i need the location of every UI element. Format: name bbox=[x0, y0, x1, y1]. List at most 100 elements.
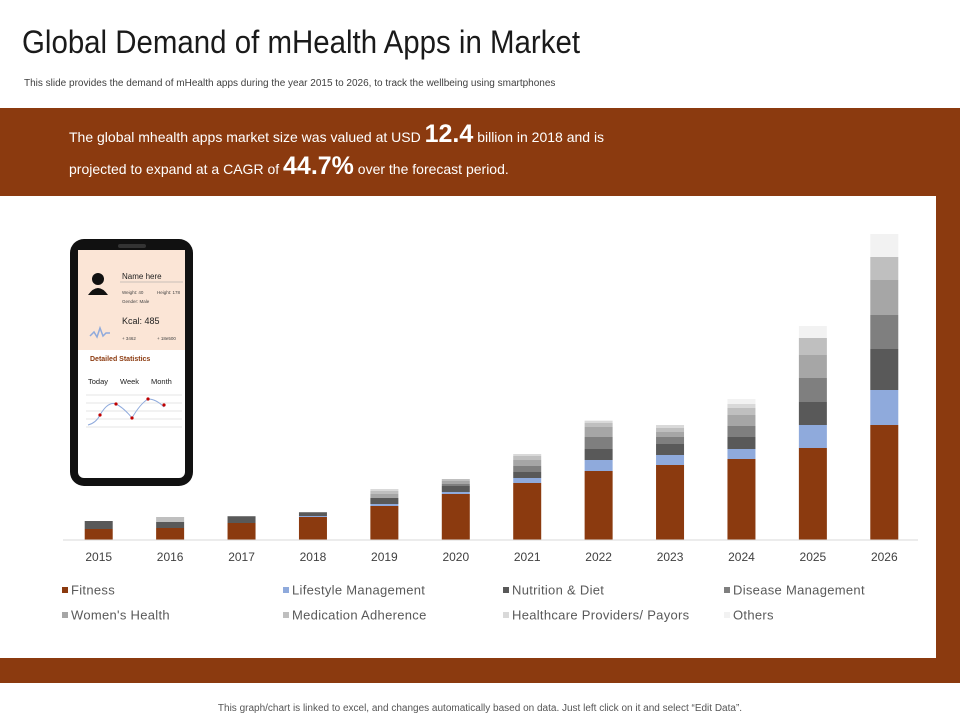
bar-segment bbox=[656, 437, 685, 444]
x-tick-label: 2021 bbox=[514, 550, 541, 564]
footer: This graph/chart is linked to excel, and… bbox=[217, 703, 743, 714]
big-number: 12.4 bbox=[424, 120, 474, 148]
bar-segment bbox=[727, 437, 756, 449]
bar-segment bbox=[584, 423, 613, 427]
legend-label: Women's Health bbox=[71, 608, 170, 623]
text: projected to expand at a CAGR of bbox=[69, 161, 280, 177]
bar-segment bbox=[84, 529, 113, 540]
highlight-line: The global mhealth apps market size was … bbox=[69, 120, 604, 149]
legend-swatch bbox=[724, 612, 730, 618]
x-tick-label: 2023 bbox=[657, 550, 684, 564]
bar-segment bbox=[584, 460, 613, 471]
bar-segment bbox=[584, 471, 613, 540]
phone-text: Height: 178 bbox=[157, 290, 181, 295]
bar-segment bbox=[870, 280, 899, 315]
phone-text: Kcal: 485 bbox=[122, 316, 160, 326]
bar-segment bbox=[727, 449, 756, 459]
phone-text: Detailed Statistics bbox=[90, 356, 150, 363]
x-tick-label: 2019 bbox=[371, 550, 398, 564]
highlight-line: projected to expand at a CAGR of 44.7% o… bbox=[69, 152, 509, 181]
chart: Name here Weight: 40 Height: 178 Gender:… bbox=[62, 234, 918, 623]
bar-segment bbox=[656, 432, 685, 437]
bar-segment bbox=[798, 448, 827, 540]
bar-segment bbox=[513, 466, 542, 472]
bar-segment bbox=[370, 491, 399, 494]
bar-segment bbox=[156, 528, 185, 540]
mini-grid bbox=[86, 394, 182, 428]
x-tick-label: 2024 bbox=[728, 550, 755, 564]
phone-text: Gender: Male bbox=[122, 299, 150, 304]
bar-segment bbox=[798, 355, 827, 378]
bar-segment bbox=[370, 498, 399, 504]
x-tick-label: 2022 bbox=[585, 550, 612, 564]
bar-segment bbox=[513, 460, 542, 466]
avatar bbox=[92, 273, 104, 285]
bar-segment bbox=[656, 428, 685, 432]
phone-text: Month bbox=[151, 377, 172, 386]
legend-swatch bbox=[283, 587, 289, 593]
legend-swatch bbox=[62, 587, 68, 593]
bar-segment bbox=[870, 234, 899, 257]
bar-segment bbox=[870, 315, 899, 349]
x-tick-label: 2020 bbox=[442, 550, 469, 564]
heart-icon bbox=[89, 325, 110, 339]
phone-text: + 18e500 bbox=[157, 336, 176, 341]
bar-segment bbox=[227, 517, 256, 523]
bar-segment bbox=[584, 449, 613, 460]
legend-label: Others bbox=[733, 608, 774, 623]
big-number: 44.7% bbox=[283, 152, 354, 180]
bar-segment bbox=[727, 415, 756, 426]
profile-bg bbox=[78, 250, 185, 350]
bar-segment bbox=[798, 402, 827, 425]
phone: Name here Weight: 40 Height: 178 Gender:… bbox=[70, 239, 193, 486]
bar-segment bbox=[584, 420, 613, 421]
bar-segment bbox=[156, 517, 185, 522]
phone-text: Weight: 40 bbox=[122, 290, 144, 295]
legend-swatch bbox=[283, 612, 289, 618]
mini-dots bbox=[98, 397, 166, 420]
bar-segment bbox=[441, 481, 470, 484]
bar-segment bbox=[584, 437, 613, 449]
bar-segment bbox=[298, 517, 327, 540]
x-tick-label: 2018 bbox=[300, 550, 327, 564]
bar-segment bbox=[656, 465, 685, 540]
bar-segment bbox=[798, 326, 827, 338]
bar-segment bbox=[513, 478, 542, 483]
legend-label: Nutrition & Diet bbox=[512, 583, 604, 598]
bar-segment bbox=[584, 427, 613, 437]
bar-segment bbox=[727, 459, 756, 540]
x-tick-label: 2016 bbox=[157, 550, 184, 564]
bar-segment bbox=[441, 479, 470, 481]
bar-segment bbox=[441, 492, 470, 494]
bar-segment bbox=[156, 522, 185, 528]
bar-segment bbox=[84, 521, 113, 529]
legend-swatch bbox=[724, 587, 730, 593]
x-tick-label: 2017 bbox=[228, 550, 255, 564]
title: Global Demand of mHealth Apps in Market bbox=[22, 24, 580, 60]
legend-label: Healthcare Providers/ Payors bbox=[512, 608, 690, 623]
bar-segment bbox=[727, 404, 756, 408]
bar-segment bbox=[513, 472, 542, 478]
bar-segment bbox=[441, 484, 470, 486]
subtitle: This slide provides the demand of mHealt… bbox=[24, 78, 556, 89]
bar-segment bbox=[656, 444, 685, 455]
bar-segment bbox=[727, 426, 756, 437]
bar-segment bbox=[298, 513, 327, 516]
bar-segment bbox=[298, 516, 327, 517]
bar-segment bbox=[870, 257, 899, 280]
legend-swatch bbox=[62, 612, 68, 618]
legend-swatch bbox=[503, 587, 509, 593]
bar-segment bbox=[441, 486, 470, 492]
bar-segment bbox=[370, 494, 399, 498]
speaker bbox=[118, 244, 146, 248]
legend-swatch bbox=[503, 612, 509, 618]
bar-segment bbox=[798, 425, 827, 448]
bar-segment bbox=[656, 425, 685, 428]
bar-segment bbox=[370, 489, 399, 491]
bar-segment bbox=[513, 456, 542, 460]
bar-segment bbox=[298, 512, 327, 513]
bar-segment bbox=[870, 390, 899, 425]
bar-segment bbox=[227, 523, 256, 540]
bar-segment bbox=[870, 349, 899, 390]
